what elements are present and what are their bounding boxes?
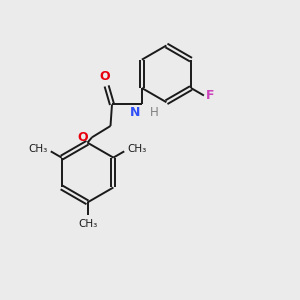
Text: H: H: [150, 106, 159, 119]
Text: CH₃: CH₃: [28, 144, 47, 154]
Text: O: O: [78, 131, 88, 144]
Text: O: O: [99, 70, 110, 83]
Text: N: N: [130, 106, 141, 119]
Text: CH₃: CH₃: [128, 144, 147, 154]
Text: F: F: [206, 89, 214, 102]
Text: CH₃: CH₃: [78, 219, 97, 229]
